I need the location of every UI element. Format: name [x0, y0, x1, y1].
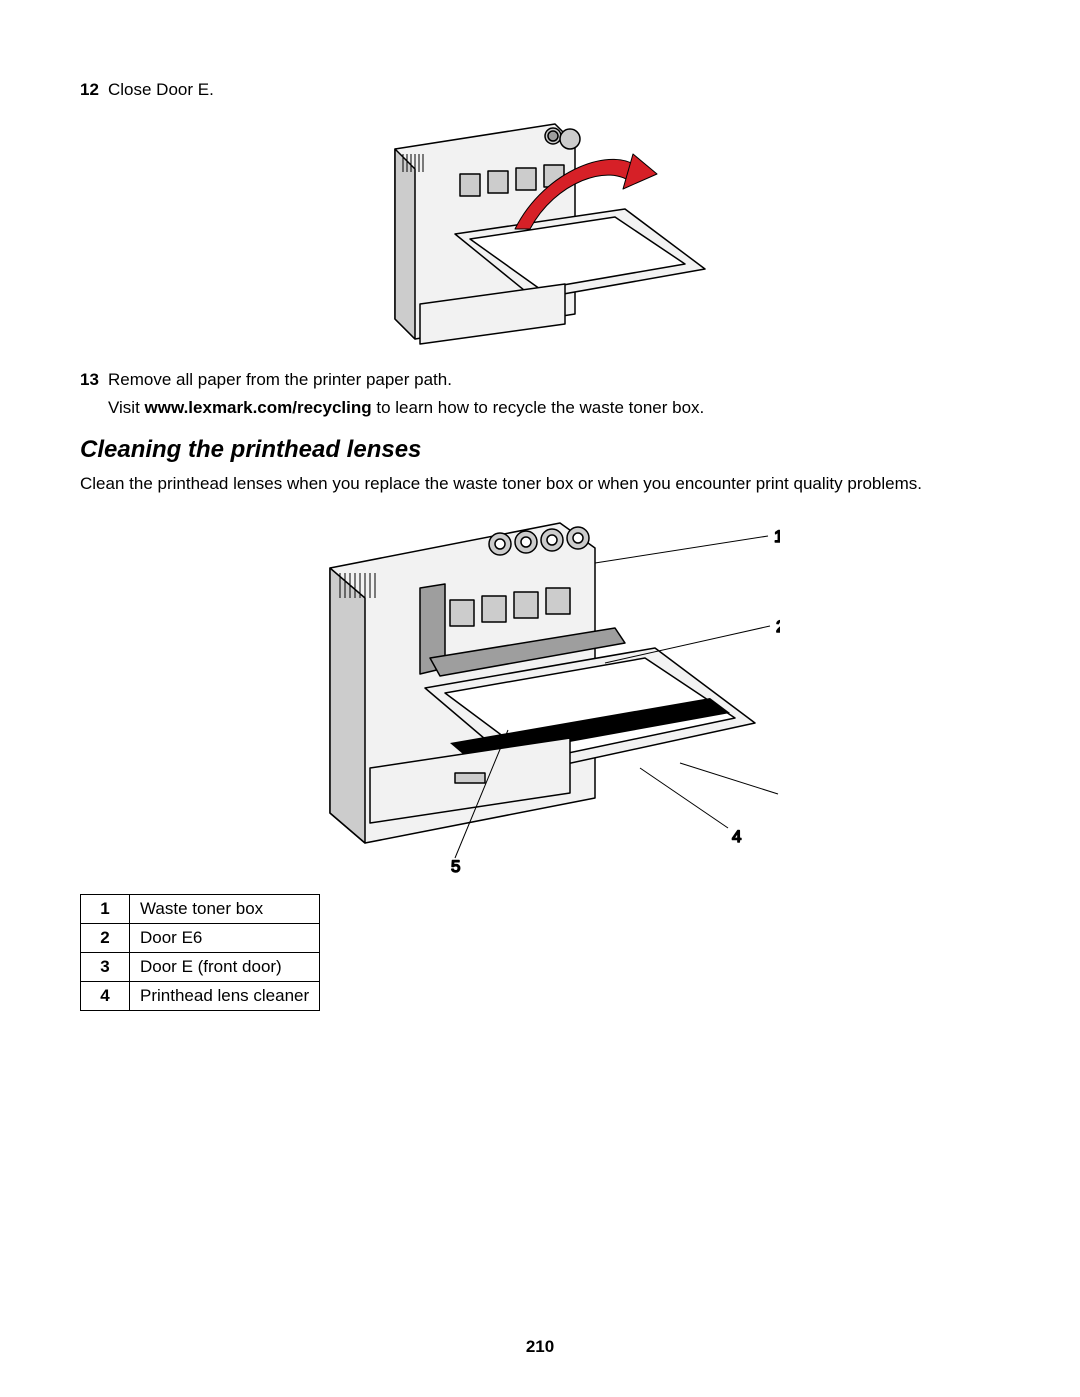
step-13: 13 Remove all paper from the printer pap…: [80, 370, 1010, 390]
visit-link: www.lexmark.com/recycling: [145, 398, 372, 417]
step-number: 12: [80, 80, 108, 100]
visit-line: Visit www.lexmark.com/recycling to learn…: [108, 398, 1010, 418]
svg-text:1: 1: [774, 527, 780, 546]
legend-index: 2: [81, 924, 130, 953]
legend-index: 4: [81, 982, 130, 1011]
legend-text: Waste toner box: [130, 895, 320, 924]
step-12: 12 Close Door E.: [80, 80, 1010, 100]
legend-row: 1Waste toner box: [81, 895, 320, 924]
legend-text: Door E (front door): [130, 953, 320, 982]
step-text: Remove all paper from the printer paper …: [108, 370, 1010, 390]
svg-text:2: 2: [776, 617, 780, 636]
svg-text:4: 4: [732, 827, 741, 846]
legend-row: 2Door E6: [81, 924, 320, 953]
visit-suffix: to learn how to recycle the waste toner …: [372, 398, 705, 417]
figure-close-door: [80, 114, 1010, 354]
document-page: 12 Close Door E. 13 Remove all paper fro…: [0, 0, 1080, 1397]
section-heading: Cleaning the printhead lenses: [80, 436, 1010, 464]
step-number: 13: [80, 370, 108, 390]
legend-index: 1: [81, 895, 130, 924]
visit-prefix: Visit: [108, 398, 145, 417]
svg-text:5: 5: [451, 857, 460, 873]
page-number: 210: [0, 1337, 1080, 1357]
section-body: Clean the printhead lenses when you repl…: [80, 474, 1010, 494]
step-text: Close Door E.: [108, 80, 1010, 100]
legend-text: Printhead lens cleaner: [130, 982, 320, 1011]
legend-row: 3Door E (front door): [81, 953, 320, 982]
legend-table: 1Waste toner box2Door E63Door E (front d…: [80, 894, 320, 1011]
legend-text: Door E6: [130, 924, 320, 953]
figure-printhead-lenses: 12345: [80, 508, 1010, 878]
legend-row: 4Printhead lens cleaner: [81, 982, 320, 1011]
legend-index: 3: [81, 953, 130, 982]
